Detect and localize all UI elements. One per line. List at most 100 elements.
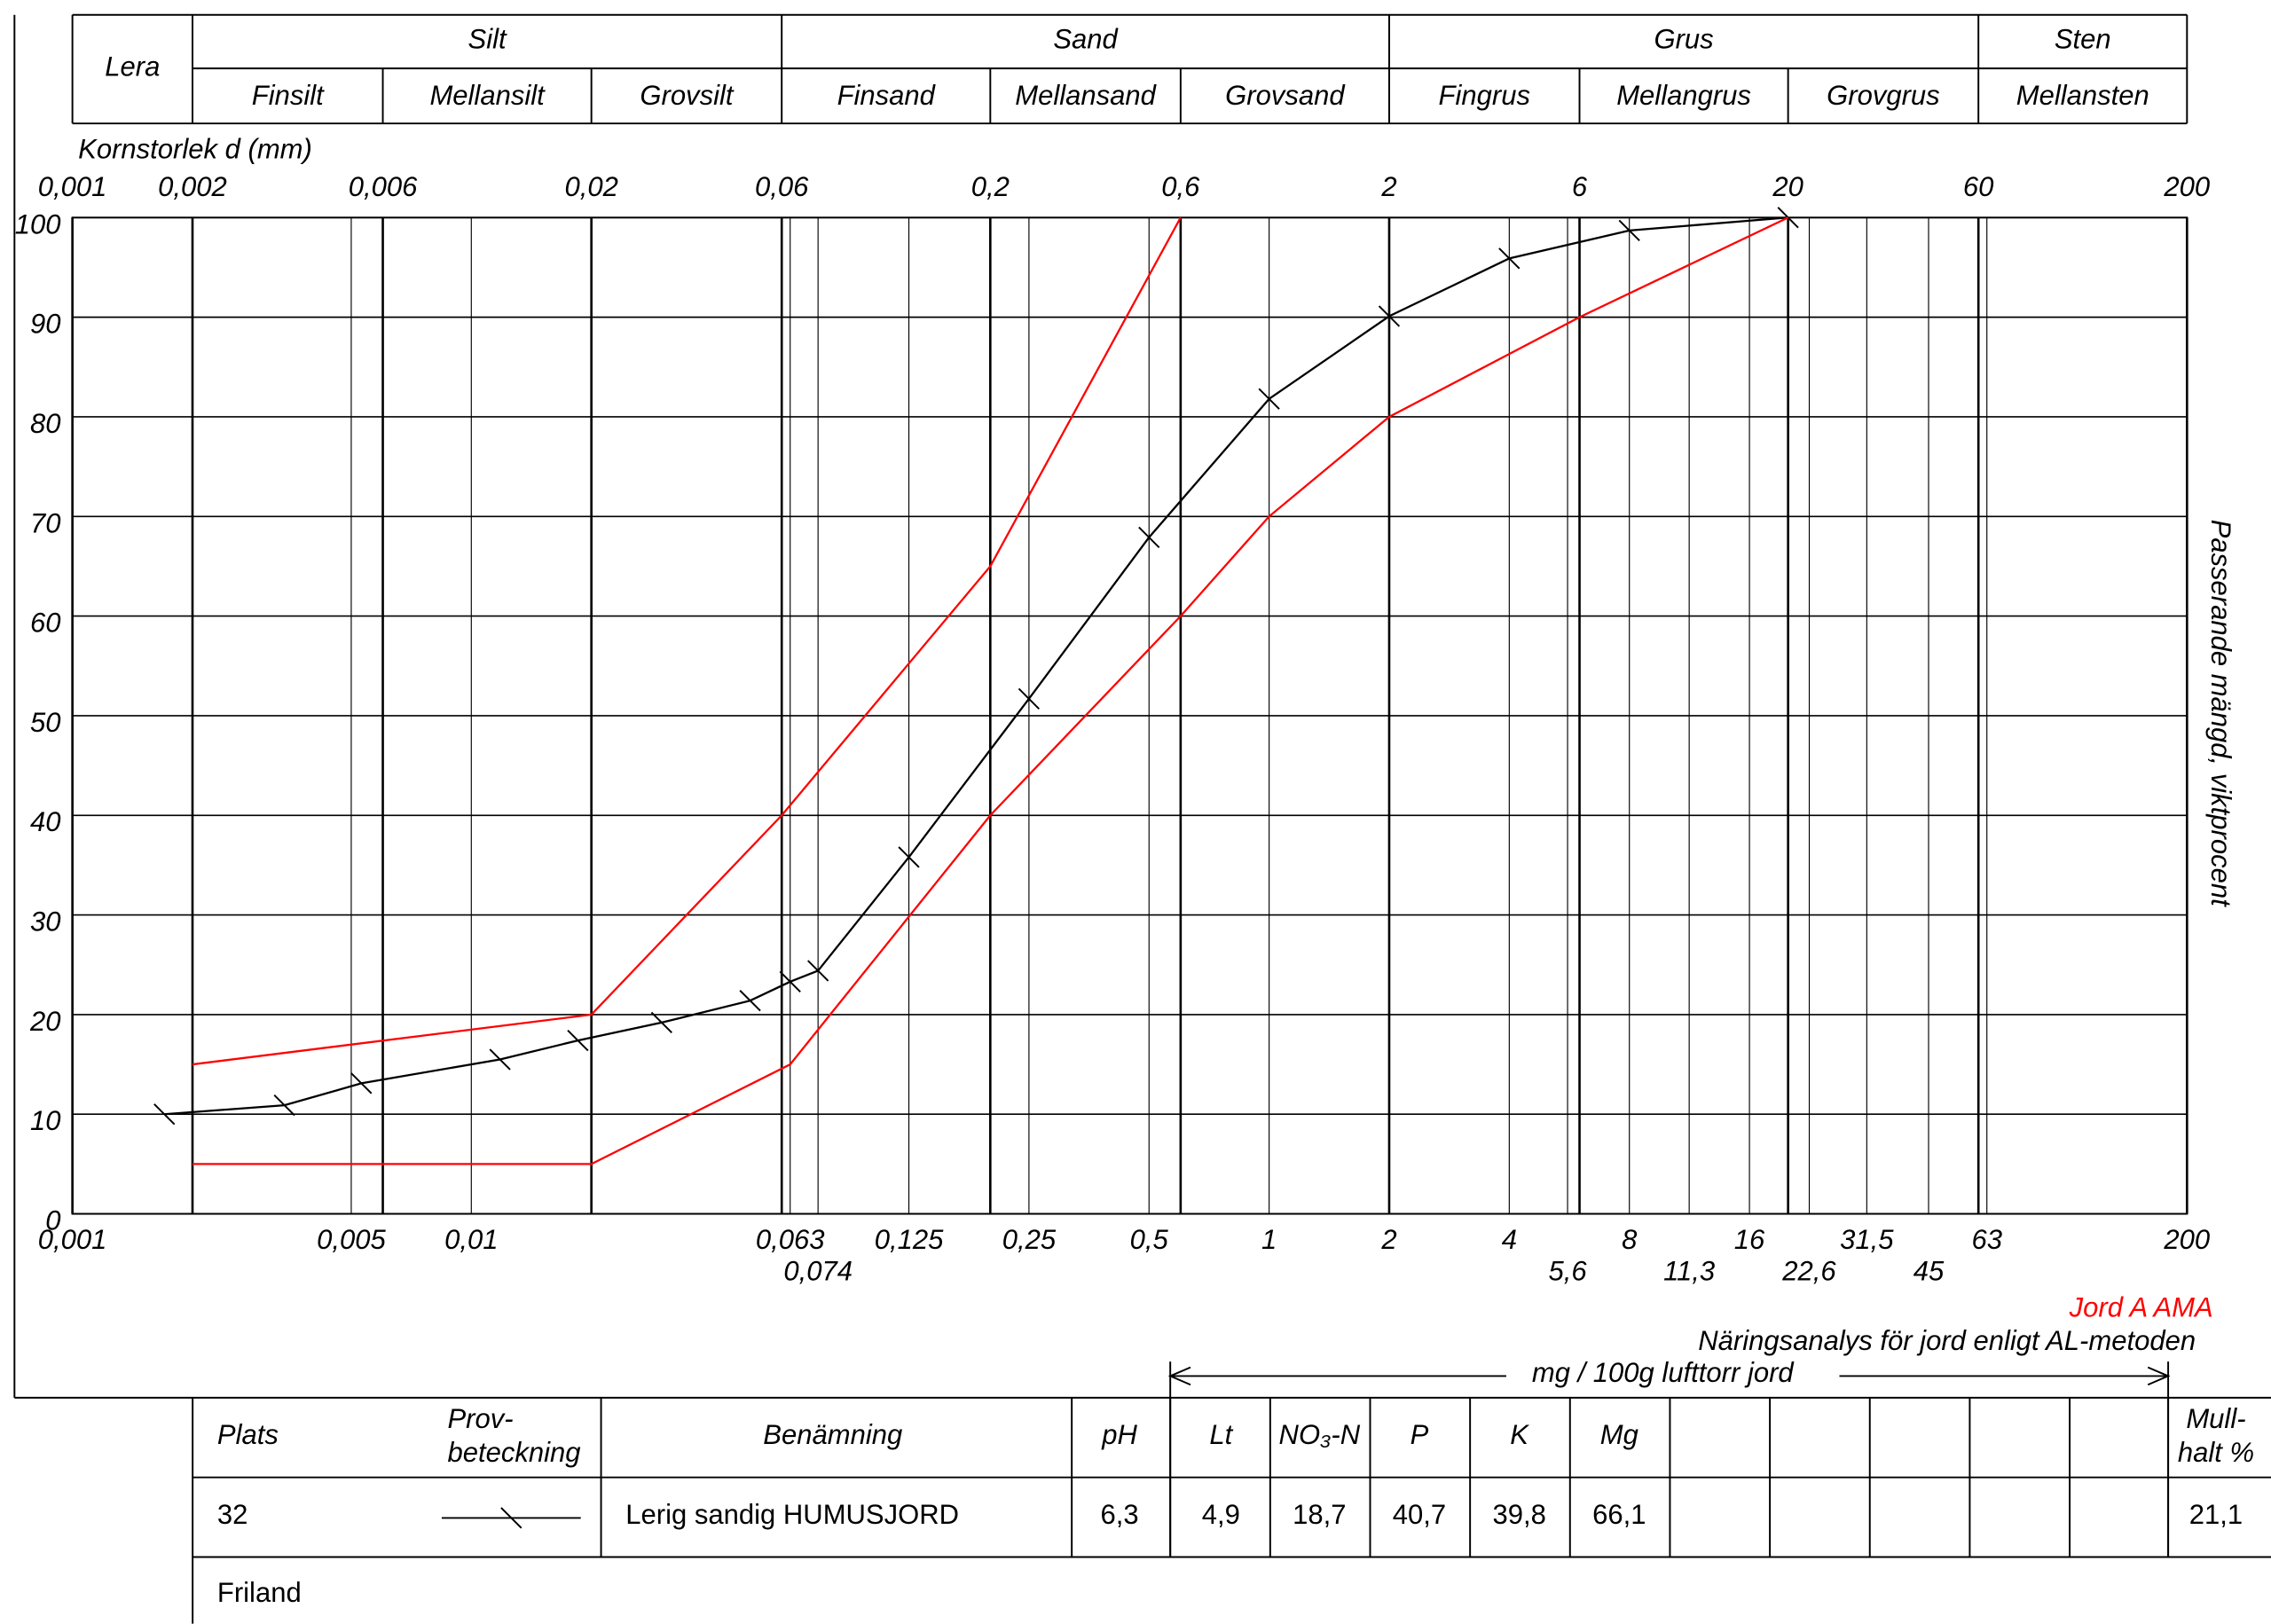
data-marker bbox=[1258, 388, 1280, 410]
header-cell: Grovgrus bbox=[1827, 80, 1940, 111]
table-cell: 4,9 bbox=[1202, 1499, 1240, 1530]
x-tick-label: 31,5 bbox=[1840, 1224, 1894, 1255]
table-cell: 6,3 bbox=[1100, 1499, 1138, 1530]
frame bbox=[13, 14, 2271, 1624]
y-tick-label: 100 bbox=[15, 208, 61, 239]
header-cell: Mellangrus bbox=[1616, 80, 1751, 111]
analysis-unit: mg / 100g lufttorr jord bbox=[1532, 1357, 1796, 1388]
y-tick-label: 70 bbox=[30, 507, 60, 538]
x-top-tick-label: 0,001 bbox=[38, 171, 107, 202]
header-table bbox=[71, 13, 2188, 125]
table-header: P bbox=[1411, 1419, 1429, 1450]
header-cell: Mellansten bbox=[2016, 80, 2149, 111]
x-top-tick-label: 0,06 bbox=[755, 171, 809, 202]
x-tick-label: 0,063 bbox=[756, 1224, 825, 1255]
x-tick-label: 0,01 bbox=[444, 1224, 498, 1255]
x-tick-label: 16 bbox=[1734, 1224, 1765, 1255]
y-tick-label: 30 bbox=[30, 906, 60, 938]
limit-line bbox=[192, 216, 1789, 1165]
y-tick-label: 80 bbox=[30, 408, 60, 439]
table-cell: 21,1 bbox=[2189, 1499, 2243, 1530]
table-cell: Lerig sandig HUMUSJORD bbox=[625, 1499, 959, 1530]
x-top-tick-label: 200 bbox=[2163, 171, 2210, 202]
x-tick-label: 4 bbox=[1502, 1224, 1517, 1255]
header-cell: Sand bbox=[1053, 23, 1119, 54]
header-cell: Grus bbox=[1654, 23, 1713, 54]
header-cell: Lera bbox=[105, 51, 160, 82]
x-tick-label: 0,074 bbox=[783, 1256, 853, 1287]
y-tick-label: 50 bbox=[30, 707, 60, 738]
y-tick-label: 40 bbox=[30, 806, 60, 837]
data-marker bbox=[153, 1103, 176, 1126]
table-header: Prov- bbox=[447, 1403, 513, 1434]
x-top-tick-label: 60 bbox=[1963, 171, 1994, 202]
header-cell: Finsilt bbox=[252, 80, 325, 111]
y-tick-label: 90 bbox=[30, 309, 60, 340]
table-header: Lt bbox=[1209, 1419, 1233, 1450]
data-marker bbox=[1018, 687, 1041, 710]
header-cell: Grovsand bbox=[1225, 80, 1346, 111]
x-tick-label: 5,6 bbox=[1548, 1256, 1587, 1287]
x-tick-label: 0,005 bbox=[317, 1224, 386, 1255]
x-top-tick-label: 0,002 bbox=[158, 171, 227, 202]
header-cell: Silt bbox=[468, 23, 507, 54]
data-marker bbox=[1138, 526, 1160, 548]
x-tick-label: 11,3 bbox=[1663, 1256, 1715, 1287]
table-cell: 40,7 bbox=[1393, 1499, 1446, 1530]
data-marker bbox=[650, 1011, 672, 1034]
data-marker bbox=[350, 1072, 373, 1094]
header-cell: Mellansand bbox=[1015, 80, 1157, 111]
data-marker bbox=[779, 970, 801, 992]
table-note: Friland bbox=[217, 1577, 302, 1608]
x-tick-label: 45 bbox=[1913, 1256, 1945, 1287]
x-tick-label: 22,6 bbox=[1781, 1256, 1836, 1287]
x-top-tick-label: 0,006 bbox=[349, 171, 418, 202]
x-tick-label: 2 bbox=[1380, 1224, 1396, 1255]
data-marker bbox=[807, 960, 829, 982]
header-cell: Sten bbox=[2055, 23, 2111, 54]
legend-label: Jord A AMA bbox=[2069, 1292, 2213, 1323]
data-table bbox=[600, 1397, 2170, 1557]
table-header: Plats bbox=[217, 1419, 279, 1450]
table-cell: 18,7 bbox=[1293, 1499, 1346, 1530]
x-top-tick-label: 2 bbox=[1380, 171, 1396, 202]
data-marker bbox=[898, 846, 920, 868]
x-top-tick-label: 0,02 bbox=[564, 171, 617, 202]
table-cell: 66,1 bbox=[1592, 1499, 1646, 1530]
header-cell: Mellansilt bbox=[429, 80, 546, 111]
x-top-tick-label: 6 bbox=[1572, 171, 1588, 202]
y-axis-label: Passerande mängd, viktprocent bbox=[2205, 520, 2236, 908]
header-cell: Finsand bbox=[837, 80, 937, 111]
table-header: halt % bbox=[2178, 1437, 2254, 1468]
y-tick-label: 10 bbox=[30, 1105, 60, 1136]
table-header: NO₃-N bbox=[1279, 1419, 1361, 1450]
x-tick-label: 0,125 bbox=[875, 1224, 944, 1255]
x-tick-label: 0,5 bbox=[1130, 1224, 1169, 1255]
data-marker bbox=[273, 1094, 295, 1117]
x-tick-label: 200 bbox=[2163, 1224, 2210, 1255]
data-marker bbox=[489, 1048, 511, 1071]
plot-frame bbox=[71, 216, 2188, 1215]
x-tick-label: 0,25 bbox=[1002, 1224, 1057, 1255]
header-cell: Fingrus bbox=[1439, 80, 1530, 111]
x-tick-label: 0,001 bbox=[38, 1224, 107, 1255]
analysis-title: Näringsanalys för jord enligt AL-metoden bbox=[1698, 1325, 2196, 1356]
x-tick-label: 8 bbox=[1622, 1224, 1638, 1255]
x-top-tick-label: 0,2 bbox=[971, 171, 1010, 202]
table-header: Benämning bbox=[763, 1419, 902, 1450]
data-marker bbox=[1378, 305, 1401, 327]
table-header: pH bbox=[1101, 1419, 1137, 1450]
y-tick-label: 20 bbox=[29, 1006, 60, 1037]
header-cell: Grovsilt bbox=[640, 80, 734, 111]
data-marker bbox=[1498, 247, 1521, 270]
table-header: Mg bbox=[1600, 1419, 1638, 1450]
data-line bbox=[164, 216, 1788, 1116]
table-header: K bbox=[1510, 1419, 1529, 1450]
data-marker bbox=[1618, 219, 1640, 242]
legend-symbol bbox=[500, 1507, 523, 1529]
y-tick-label: 60 bbox=[30, 608, 60, 639]
y-tick-label: 0 bbox=[45, 1205, 60, 1236]
table-header: Mull- bbox=[2186, 1403, 2245, 1434]
